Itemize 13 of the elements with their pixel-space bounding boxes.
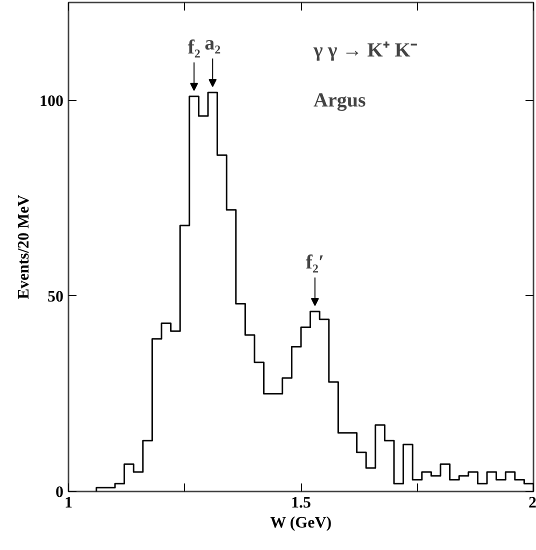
y-tick-label: 50 [48, 288, 64, 306]
y-tick-label: 0 [56, 484, 64, 501]
x-tick-label: 1.5 [291, 494, 311, 512]
annotation: Argus [314, 90, 366, 112]
x-axis-title: W (GeV) [270, 514, 332, 532]
y-axis-title: Events/20 MeV [16, 194, 32, 300]
annotation: γ γ → K⁺ K⁻ [312, 40, 418, 62]
x-tick-label: 2 [528, 494, 536, 512]
annotation: f₂ [188, 36, 200, 58]
annotation: f₂′ [306, 252, 324, 274]
x-tick-label: 1 [64, 494, 72, 512]
y-tick-label: 100 [40, 92, 64, 110]
annotation: a₂ [204, 32, 221, 54]
